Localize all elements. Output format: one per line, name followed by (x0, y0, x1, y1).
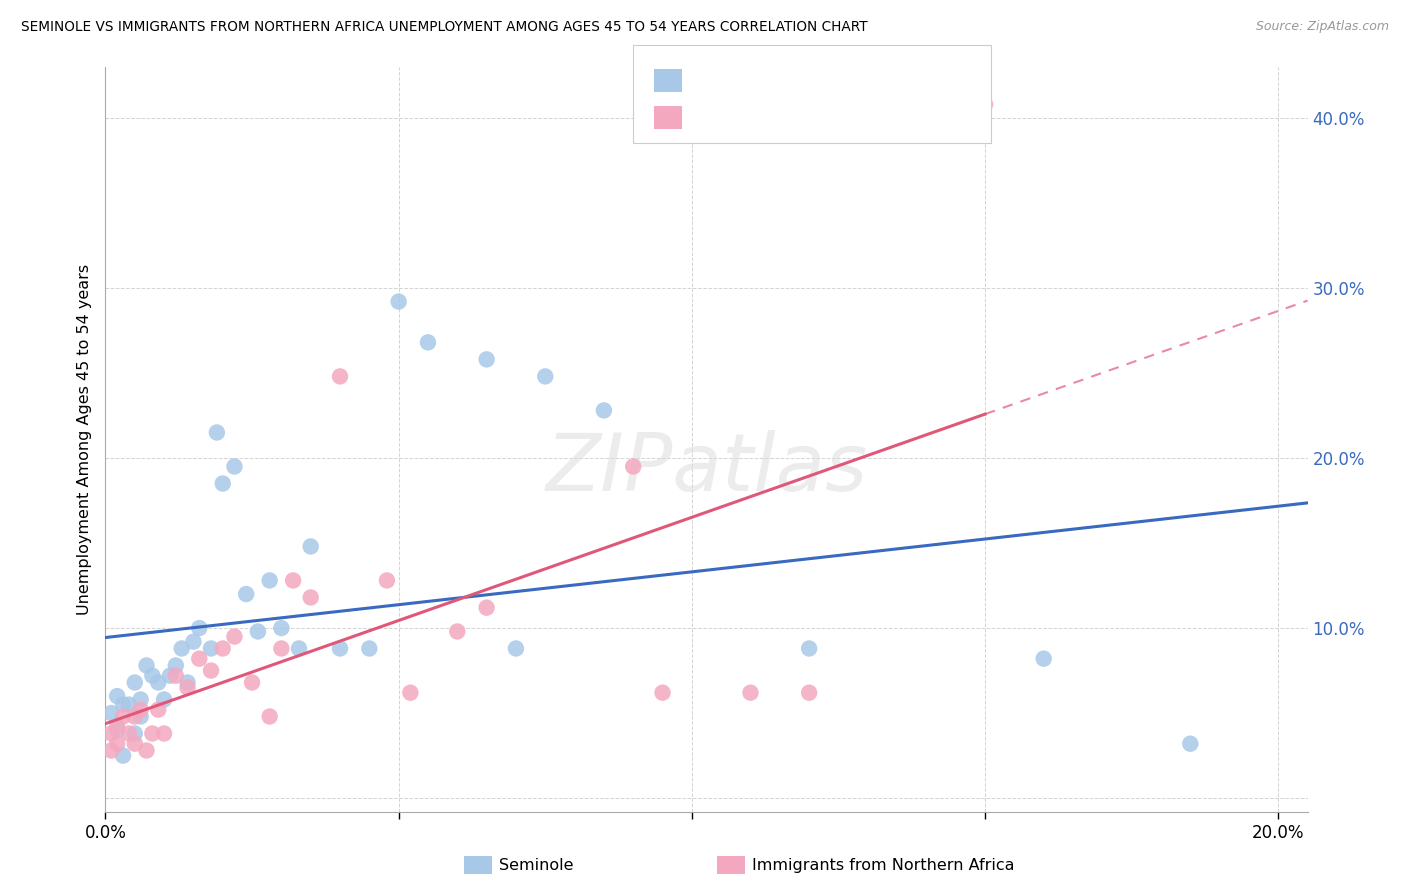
Point (375, 574, 398, 588)
Point (105, 720, 128, 734)
Point (153, 692, 176, 706)
Point (505, 641, 527, 656)
Point (105, 723, 128, 737)
Point (129, 709, 152, 723)
Point (651, 686, 673, 700)
Point (224, 459, 246, 474)
Point (388, 294, 411, 309)
Point (593, 403, 616, 417)
Point (100, 706, 122, 720)
Point (141, 726, 163, 740)
Point (112, 748, 135, 763)
Point (165, 658, 187, 673)
Text: 0.451: 0.451 (735, 110, 790, 128)
Point (105, 737, 128, 751)
Point (118, 698, 141, 712)
Point (159, 668, 181, 682)
Point (141, 668, 163, 682)
Point (135, 743, 157, 757)
Y-axis label: Unemployment Among Ages 45 to 54 years: Unemployment Among Ages 45 to 54 years (77, 264, 93, 615)
Point (740, 686, 762, 700)
Point (974, 97, 997, 112)
Text: R =: R = (693, 72, 731, 90)
Point (124, 726, 146, 740)
Point (359, 641, 381, 656)
Point (235, 587, 257, 601)
Point (446, 624, 468, 639)
Point (475, 600, 498, 615)
Point (200, 664, 222, 678)
Text: N =: N = (803, 72, 842, 90)
Point (259, 709, 281, 723)
Point (188, 651, 211, 665)
Text: Immigrants from Northern Africa: Immigrants from Northern Africa (752, 858, 1015, 872)
Point (183, 634, 205, 648)
Point (129, 692, 152, 706)
Point (100, 743, 122, 757)
Point (165, 668, 187, 682)
Point (211, 641, 233, 656)
Point (299, 591, 322, 605)
Point (797, 641, 820, 656)
Text: R =: R = (693, 110, 731, 128)
Point (124, 709, 146, 723)
Point (299, 540, 322, 554)
Point (153, 726, 176, 740)
Point (270, 641, 292, 656)
Point (211, 476, 233, 491)
Text: 41: 41 (845, 72, 869, 90)
Point (188, 621, 211, 635)
Point (270, 621, 292, 635)
Point (475, 352, 498, 367)
Point (105, 689, 128, 703)
Point (148, 703, 170, 717)
Point (170, 641, 193, 656)
Point (259, 574, 281, 588)
Point (224, 630, 246, 644)
Point (240, 675, 263, 690)
Point (246, 624, 269, 639)
Text: Source: ZipAtlas.com: Source: ZipAtlas.com (1256, 20, 1389, 33)
Point (124, 675, 146, 690)
Point (534, 369, 557, 384)
Point (288, 641, 311, 656)
Point (118, 726, 141, 740)
Point (200, 641, 222, 656)
Text: Seminole: Seminole (499, 858, 574, 872)
Point (129, 703, 152, 717)
Text: 34: 34 (845, 110, 869, 128)
Point (1180, 737, 1202, 751)
Point (176, 681, 198, 695)
Point (621, 459, 644, 474)
Point (148, 675, 170, 690)
Point (329, 641, 352, 656)
Point (329, 369, 352, 384)
Point (399, 686, 422, 700)
Text: 0.162: 0.162 (735, 72, 790, 90)
Text: SEMINOLE VS IMMIGRANTS FROM NORTHERN AFRICA UNEMPLOYMENT AMONG AGES 45 TO 54 YEA: SEMINOLE VS IMMIGRANTS FROM NORTHERN AFR… (21, 20, 868, 34)
Point (112, 709, 135, 723)
Point (135, 658, 157, 673)
Point (416, 335, 439, 350)
Point (205, 425, 228, 440)
Text: N =: N = (803, 110, 842, 128)
Point (124, 737, 146, 751)
Point (797, 686, 820, 700)
Text: ZIPatlas: ZIPatlas (546, 430, 868, 508)
Point (100, 726, 122, 740)
Point (281, 574, 304, 588)
Point (112, 698, 135, 712)
Point (1032, 651, 1054, 665)
Point (176, 675, 198, 690)
